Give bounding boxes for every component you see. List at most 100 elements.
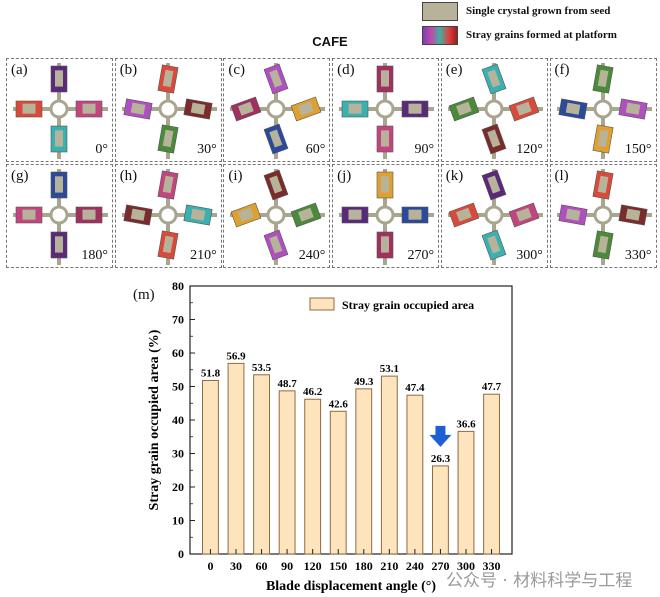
panel-letter: (h) <box>119 168 138 184</box>
blade-shape <box>50 171 68 199</box>
blade-shape <box>157 124 179 154</box>
blade-panel-60: (c) 60° <box>223 58 331 162</box>
bar <box>483 393 500 555</box>
bar-value-label: 47.4 <box>405 382 425 394</box>
blade-shape <box>231 202 262 228</box>
panel-letter: (f) <box>554 62 570 78</box>
blade-shape <box>15 206 43 224</box>
bar <box>329 410 347 555</box>
blade-panel-240: (i) 240° <box>223 164 331 268</box>
blade-shape <box>401 206 429 224</box>
blade-shape <box>123 204 153 226</box>
blade-shape <box>401 100 429 118</box>
panel-letter: (a) <box>11 62 28 78</box>
blade-shape <box>617 98 648 120</box>
bar <box>278 390 296 555</box>
blade-shape <box>341 100 369 118</box>
blade-shape <box>376 65 394 93</box>
panel-letter: (b) <box>119 62 138 78</box>
bar <box>304 398 322 555</box>
blade-shape <box>183 98 213 120</box>
y-axis-label: Stray grain occupied area (%) <box>147 329 162 510</box>
panel-letter: (c) <box>228 62 246 78</box>
x-tick-label: 150 <box>329 559 347 573</box>
x-tick-label: 210 <box>380 559 398 573</box>
bar-value-label: 42.6 <box>329 398 349 410</box>
bar <box>457 430 475 555</box>
bar-value-label: 53.1 <box>380 363 399 375</box>
blade-shape <box>592 124 613 154</box>
blade-shape <box>75 100 103 118</box>
bar-value-label: 49.3 <box>354 376 374 388</box>
blade-panel-300: (k) 300° <box>440 164 548 268</box>
blade-shape <box>291 202 322 228</box>
bar-value-label: 48.7 <box>277 378 297 390</box>
blade-shape <box>291 96 322 122</box>
blade-shape <box>376 231 394 259</box>
blade-shape <box>264 123 289 155</box>
blade-shape <box>264 63 289 95</box>
blade-shape <box>592 170 613 200</box>
blade-shape <box>231 96 262 122</box>
y-tick-label: 0 <box>178 547 184 561</box>
blade-shape <box>448 202 480 228</box>
panel-angle: 270° <box>407 248 435 263</box>
blade-shape <box>557 98 588 120</box>
x-tick-label: 30 <box>230 559 242 573</box>
panel-angle: 60° <box>305 142 326 157</box>
y-tick-label: 60 <box>172 346 184 360</box>
blade-panel-180: (g) 180° <box>6 164 113 268</box>
bar-chart: 0 10 20 30 40 50 60 70 80 51.8 0 56.9 30 53.5 60 48.7 90… <box>147 279 513 594</box>
blade-shape <box>50 231 68 259</box>
bar-value-label: 47.7 <box>482 381 502 393</box>
panel-angle: 210° <box>190 248 217 263</box>
blade-panel-270: (j) 270° <box>332 164 440 268</box>
blade-shape <box>376 171 394 199</box>
blade-shape <box>508 202 540 228</box>
panel-letter: (d) <box>337 62 355 78</box>
bar <box>432 465 449 555</box>
bar <box>253 374 270 555</box>
grid-title: CAFE <box>312 34 348 49</box>
blade-shape <box>50 125 68 153</box>
blade-cluster-drawing <box>121 169 217 265</box>
y-tick-label: 50 <box>172 380 184 394</box>
panel-angle: 150° <box>624 142 652 157</box>
legend-swatch <box>309 297 335 311</box>
blade-shape <box>341 206 369 224</box>
blade-panel-0: (a) 0° <box>6 58 113 162</box>
blade-shape <box>508 96 540 122</box>
blade-shape <box>50 65 68 93</box>
blade-shape <box>481 63 507 95</box>
blade-shape <box>481 169 507 201</box>
panel-letter: (e) <box>445 62 463 78</box>
blade-cluster-drawing <box>13 169 108 265</box>
bar-value-label: 46.2 <box>303 386 323 398</box>
legend-label: Stray grain occupied area <box>342 298 474 312</box>
bar-value-label: 51.8 <box>201 367 221 379</box>
watermark: 公众号 · 材料科学与工程 <box>446 571 633 591</box>
blade-panel-90: (d) 90° <box>332 58 440 162</box>
y-tick-label: 20 <box>172 480 184 494</box>
legend-label-stray-grains: Stray grains formed at platform <box>466 29 617 41</box>
blade-shape <box>617 204 648 226</box>
panel-letter: (g) <box>11 168 29 184</box>
blade-panel-30: (b) 30° <box>114 58 222 162</box>
blade-cluster-drawing <box>339 63 435 159</box>
panel-angle: 300° <box>516 248 543 263</box>
bar <box>227 362 245 555</box>
x-tick-label: 60 <box>256 559 268 573</box>
bar-value-label: 36.6 <box>456 418 476 430</box>
stray-grains-swatch <box>422 26 458 45</box>
blade-cluster-drawing <box>121 63 217 159</box>
blade-panel-150: (f) 150° <box>549 58 657 162</box>
bar-value-label: 53.5 <box>252 362 272 374</box>
blade-cluster-drawing <box>339 169 435 265</box>
blade-shape <box>376 125 394 153</box>
blade-shape <box>481 229 507 261</box>
x-tick-label: 180 <box>355 559 373 573</box>
blade-shape <box>157 170 179 200</box>
blade-cluster-drawing <box>230 63 326 159</box>
blade-shape <box>157 64 179 94</box>
blade-shape <box>264 229 289 261</box>
